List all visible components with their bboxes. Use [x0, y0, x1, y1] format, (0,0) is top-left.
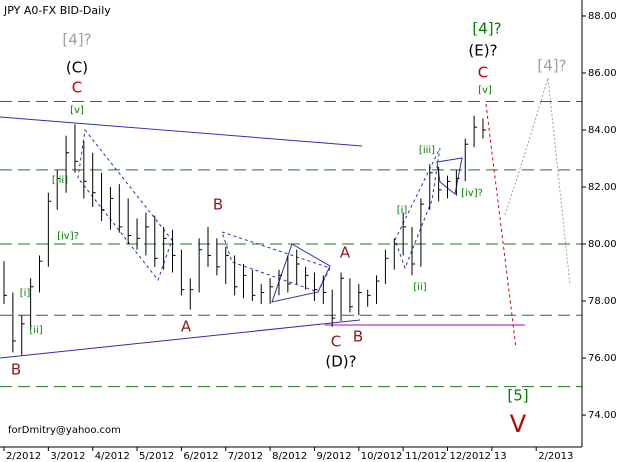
channel [394, 147, 441, 270]
wave-label: C [331, 333, 341, 351]
wave-label: [4]? [62, 31, 91, 49]
x-tick-label: 2/2012 [6, 451, 41, 462]
wave-label: (E)? [468, 42, 497, 60]
wave-label: [iii] [52, 175, 68, 186]
x-tick-label: 6/2012 [183, 451, 218, 462]
wave-label: [v] [478, 85, 492, 96]
y-tick-label: 74.00 [588, 410, 617, 421]
credit: forDmitry@yahoo.com [8, 425, 121, 436]
wave-label: [ii] [29, 325, 42, 336]
y-tick-label: 78.00 [588, 296, 617, 307]
wave-label: [4]? [472, 20, 501, 38]
wave-label: V [510, 410, 527, 438]
y-tick-label: 80.00 [588, 239, 617, 250]
x-tick-label: 9/2012 [316, 451, 351, 462]
y-tick-label: 86.00 [588, 68, 617, 79]
x-tick-label: 13 [494, 451, 507, 462]
x-tick-label: 12/2012 [450, 451, 492, 462]
wave-label: [iv]? [461, 188, 483, 199]
x-tick-label: 7/2012 [228, 451, 263, 462]
wave-label: C [478, 64, 488, 82]
wave-label: [i] [20, 288, 31, 299]
wave-label: A [181, 318, 192, 336]
wave-label: (D)? [325, 353, 356, 371]
y-tick-label: 88.00 [588, 11, 617, 22]
x-tick-label: 8/2012 [272, 451, 307, 462]
wave-label: B [11, 361, 21, 379]
wave-label: A [340, 244, 351, 262]
wave-label: B [213, 196, 223, 214]
wave-label: B [353, 328, 363, 346]
trend-line [0, 319, 361, 359]
wave-label: C [72, 79, 82, 97]
forecast-line [504, 77, 571, 286]
chart-title: JPY A0-FX BID-Daily [3, 4, 111, 17]
channel [77, 128, 173, 282]
x-tick-label: 2/2013 [538, 451, 573, 462]
wave-label: [ii] [413, 282, 426, 293]
wave-label: [iv]? [57, 231, 79, 242]
x-tick-label: 10/2012 [361, 451, 403, 462]
x-tick-label: 3/2012 [50, 451, 85, 462]
wave-label: [v] [70, 105, 84, 116]
x-tick-label: 5/2012 [139, 451, 174, 462]
y-tick-label: 82.00 [588, 182, 617, 193]
y-tick-label: 84.00 [588, 125, 617, 136]
wave-label: [4]? [537, 57, 566, 75]
plot-area [0, 0, 582, 447]
wave-label: (C) [66, 59, 88, 77]
x-tick-label: 4/2012 [95, 451, 130, 462]
trend-line [0, 116, 363, 147]
wave-label: [i] [397, 205, 408, 216]
wave-label: [iii] [419, 145, 435, 156]
wave-label: [5] [507, 387, 528, 405]
x-tick-label: 11/2012 [405, 451, 447, 462]
forecast-line [485, 103, 517, 349]
y-tick-label: 76.00 [588, 353, 617, 364]
